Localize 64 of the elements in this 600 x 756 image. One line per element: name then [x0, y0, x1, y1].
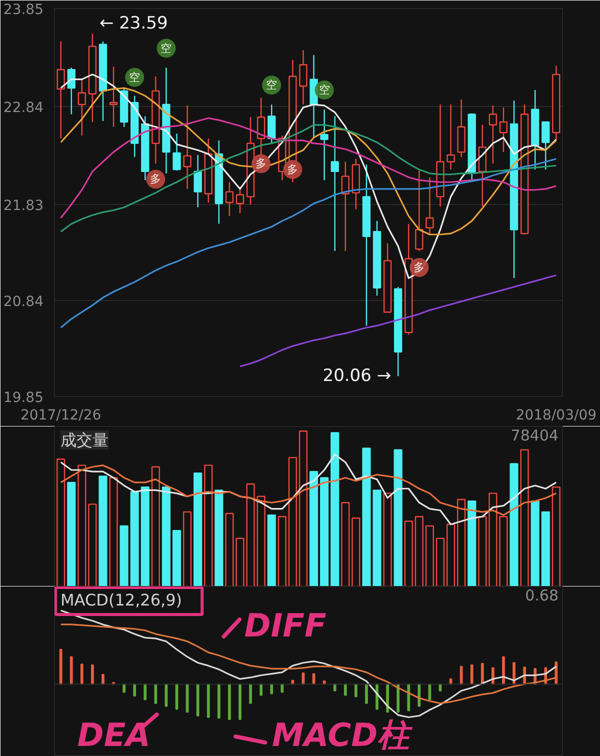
candlestick [183, 104, 192, 190]
candlestick [225, 182, 234, 217]
annotation: DEA [77, 716, 150, 754]
candlestick [172, 133, 181, 172]
series-label: 空 [160, 42, 172, 55]
candlestick [341, 161, 350, 252]
y-tick-label: 21.83 [3, 198, 44, 214]
candlestick [426, 176, 434, 234]
candlestick [320, 108, 328, 181]
bar [541, 511, 550, 586]
chart-title: 成交量 [60, 430, 108, 450]
bar [394, 449, 402, 586]
bar [140, 486, 150, 586]
text: 空 [129, 70, 140, 84]
annotation: 20.06 → [322, 366, 392, 386]
y-tick-label: 20.84 [3, 294, 44, 310]
text: 多 [150, 172, 162, 186]
candlestick [415, 170, 424, 252]
candlestick [78, 78, 86, 136]
bar [130, 491, 139, 586]
candlestick [542, 121, 550, 170]
candlestick [109, 66, 118, 128]
bar [530, 500, 540, 586]
bar [67, 482, 76, 586]
candlestick [488, 104, 498, 164]
candlestick [268, 104, 276, 144]
line-series [60, 158, 557, 328]
y-tick-label: 22.84 [3, 100, 44, 116]
bar [309, 470, 318, 586]
bar [98, 476, 108, 586]
bar [162, 486, 171, 586]
annotation: DIFF [244, 606, 327, 644]
x-tick-label: 2018/03/09 [516, 408, 597, 424]
line-series [239, 274, 557, 368]
bar [510, 463, 518, 586]
bar [468, 500, 476, 586]
y-tick-label: 19.85 [3, 390, 44, 406]
annotation: 78404 [510, 426, 558, 444]
candlestick [330, 116, 339, 252]
text: 多 [287, 163, 298, 176]
line-series [60, 124, 557, 232]
bar [194, 472, 202, 586]
bar [267, 514, 276, 586]
series-label: 多 [414, 260, 425, 274]
bar [120, 525, 128, 586]
bar [172, 530, 182, 586]
candlestick [236, 186, 244, 214]
line-series [60, 117, 557, 219]
candlestick [499, 106, 508, 153]
text: 空 [318, 83, 330, 96]
bar [320, 477, 329, 586]
text: 多 [256, 157, 267, 170]
candlestick [446, 104, 455, 170]
y-tick-label: 23.85 [3, 2, 44, 18]
annotation: ← 23.59 [99, 14, 168, 34]
annotation: 0.68 [525, 586, 559, 604]
candlestick [299, 50, 308, 106]
candlestick [194, 154, 202, 208]
x-tick-label: 2017/12/26 [20, 408, 102, 424]
bar [330, 432, 340, 586]
bar [214, 490, 224, 586]
annotation: MACD柱 [272, 716, 414, 754]
text: 空 [266, 78, 278, 92]
chart-title: MACD(12,26,9) [60, 590, 182, 610]
